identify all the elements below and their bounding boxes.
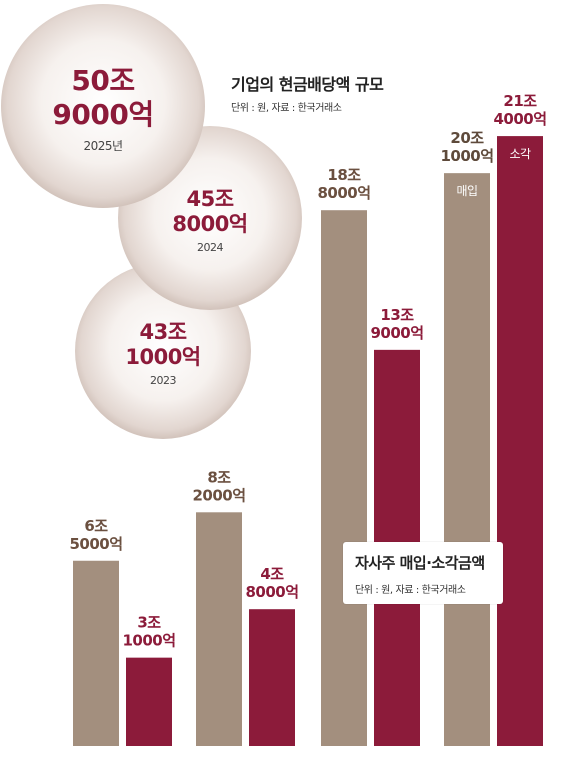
value-label-purchase-2-line1: 8조 (207, 468, 231, 486)
value-label-cancel-4-line1: 21조 (503, 92, 537, 110)
dividend-year-1: 2025년 (83, 139, 122, 153)
value-label-cancel-2-line2: 8000억 (245, 583, 298, 601)
dividend-title: 기업의 현금배당액 규모 (231, 75, 384, 94)
value-label-cancel-1-line2: 1000억 (122, 632, 175, 650)
bar-cancel-1 (126, 657, 172, 746)
bar-purchase-3 (321, 210, 367, 746)
value-label-cancel-4-line2: 4000억 (493, 110, 546, 128)
value-label-purchase-4-line1: 20조 (450, 129, 484, 147)
bar-purchase-2 (196, 512, 242, 746)
value-label-purchase-2-line2: 2000억 (192, 486, 245, 504)
dividend-value-3-line2: 1000억 (125, 345, 200, 369)
dividend-value-2-line1: 45조 (186, 187, 233, 211)
bar-cancel-2 (249, 609, 295, 746)
dividend-year-2: 2024 (197, 241, 223, 254)
series-label-cancel: 소각 (509, 147, 531, 161)
value-label-purchase-3-line2: 8000억 (317, 184, 370, 202)
value-label-cancel-3-line1: 13조 (380, 306, 414, 324)
bar-purchase-4 (444, 173, 490, 746)
buyback-note: 단위 : 원, 자료 : 한국거래소 (355, 585, 466, 596)
dividend-note: 단위 : 원, 자료 : 한국거래소 (231, 103, 342, 114)
bar-purchase-1 (73, 560, 119, 746)
dividend-bubble-1 (1, 4, 205, 208)
value-label-cancel-3-line2: 9000억 (370, 324, 423, 342)
value-label-cancel-2-line1: 4조 (260, 565, 284, 583)
value-label-purchase-1-line1: 6조 (84, 517, 108, 535)
value-label-purchase-3-line1: 18조 (327, 166, 361, 184)
dividend-value-3-line1: 43조 (139, 320, 186, 344)
value-label-purchase-1-line2: 5000억 (69, 535, 122, 553)
buyback-title: 자사주 매입·소각금액 (355, 554, 485, 572)
buyback-legend-box: 자사주 매입·소각금액 단위 : 원, 자료 : 한국거래소 (343, 542, 503, 604)
bar-cancel-4 (497, 136, 543, 747)
dividend-value-2-line2: 8000억 (172, 212, 247, 236)
dividend-value-1-line2: 9000억 (52, 98, 153, 131)
value-label-purchase-4-line2: 1000억 (440, 147, 493, 165)
series-label-purchase: 매입 (456, 184, 477, 198)
dividend-year-3: 2023 (150, 374, 176, 387)
dividend-value-1-line1: 50조 (71, 64, 134, 97)
value-label-cancel-1-line1: 3조 (137, 614, 161, 632)
